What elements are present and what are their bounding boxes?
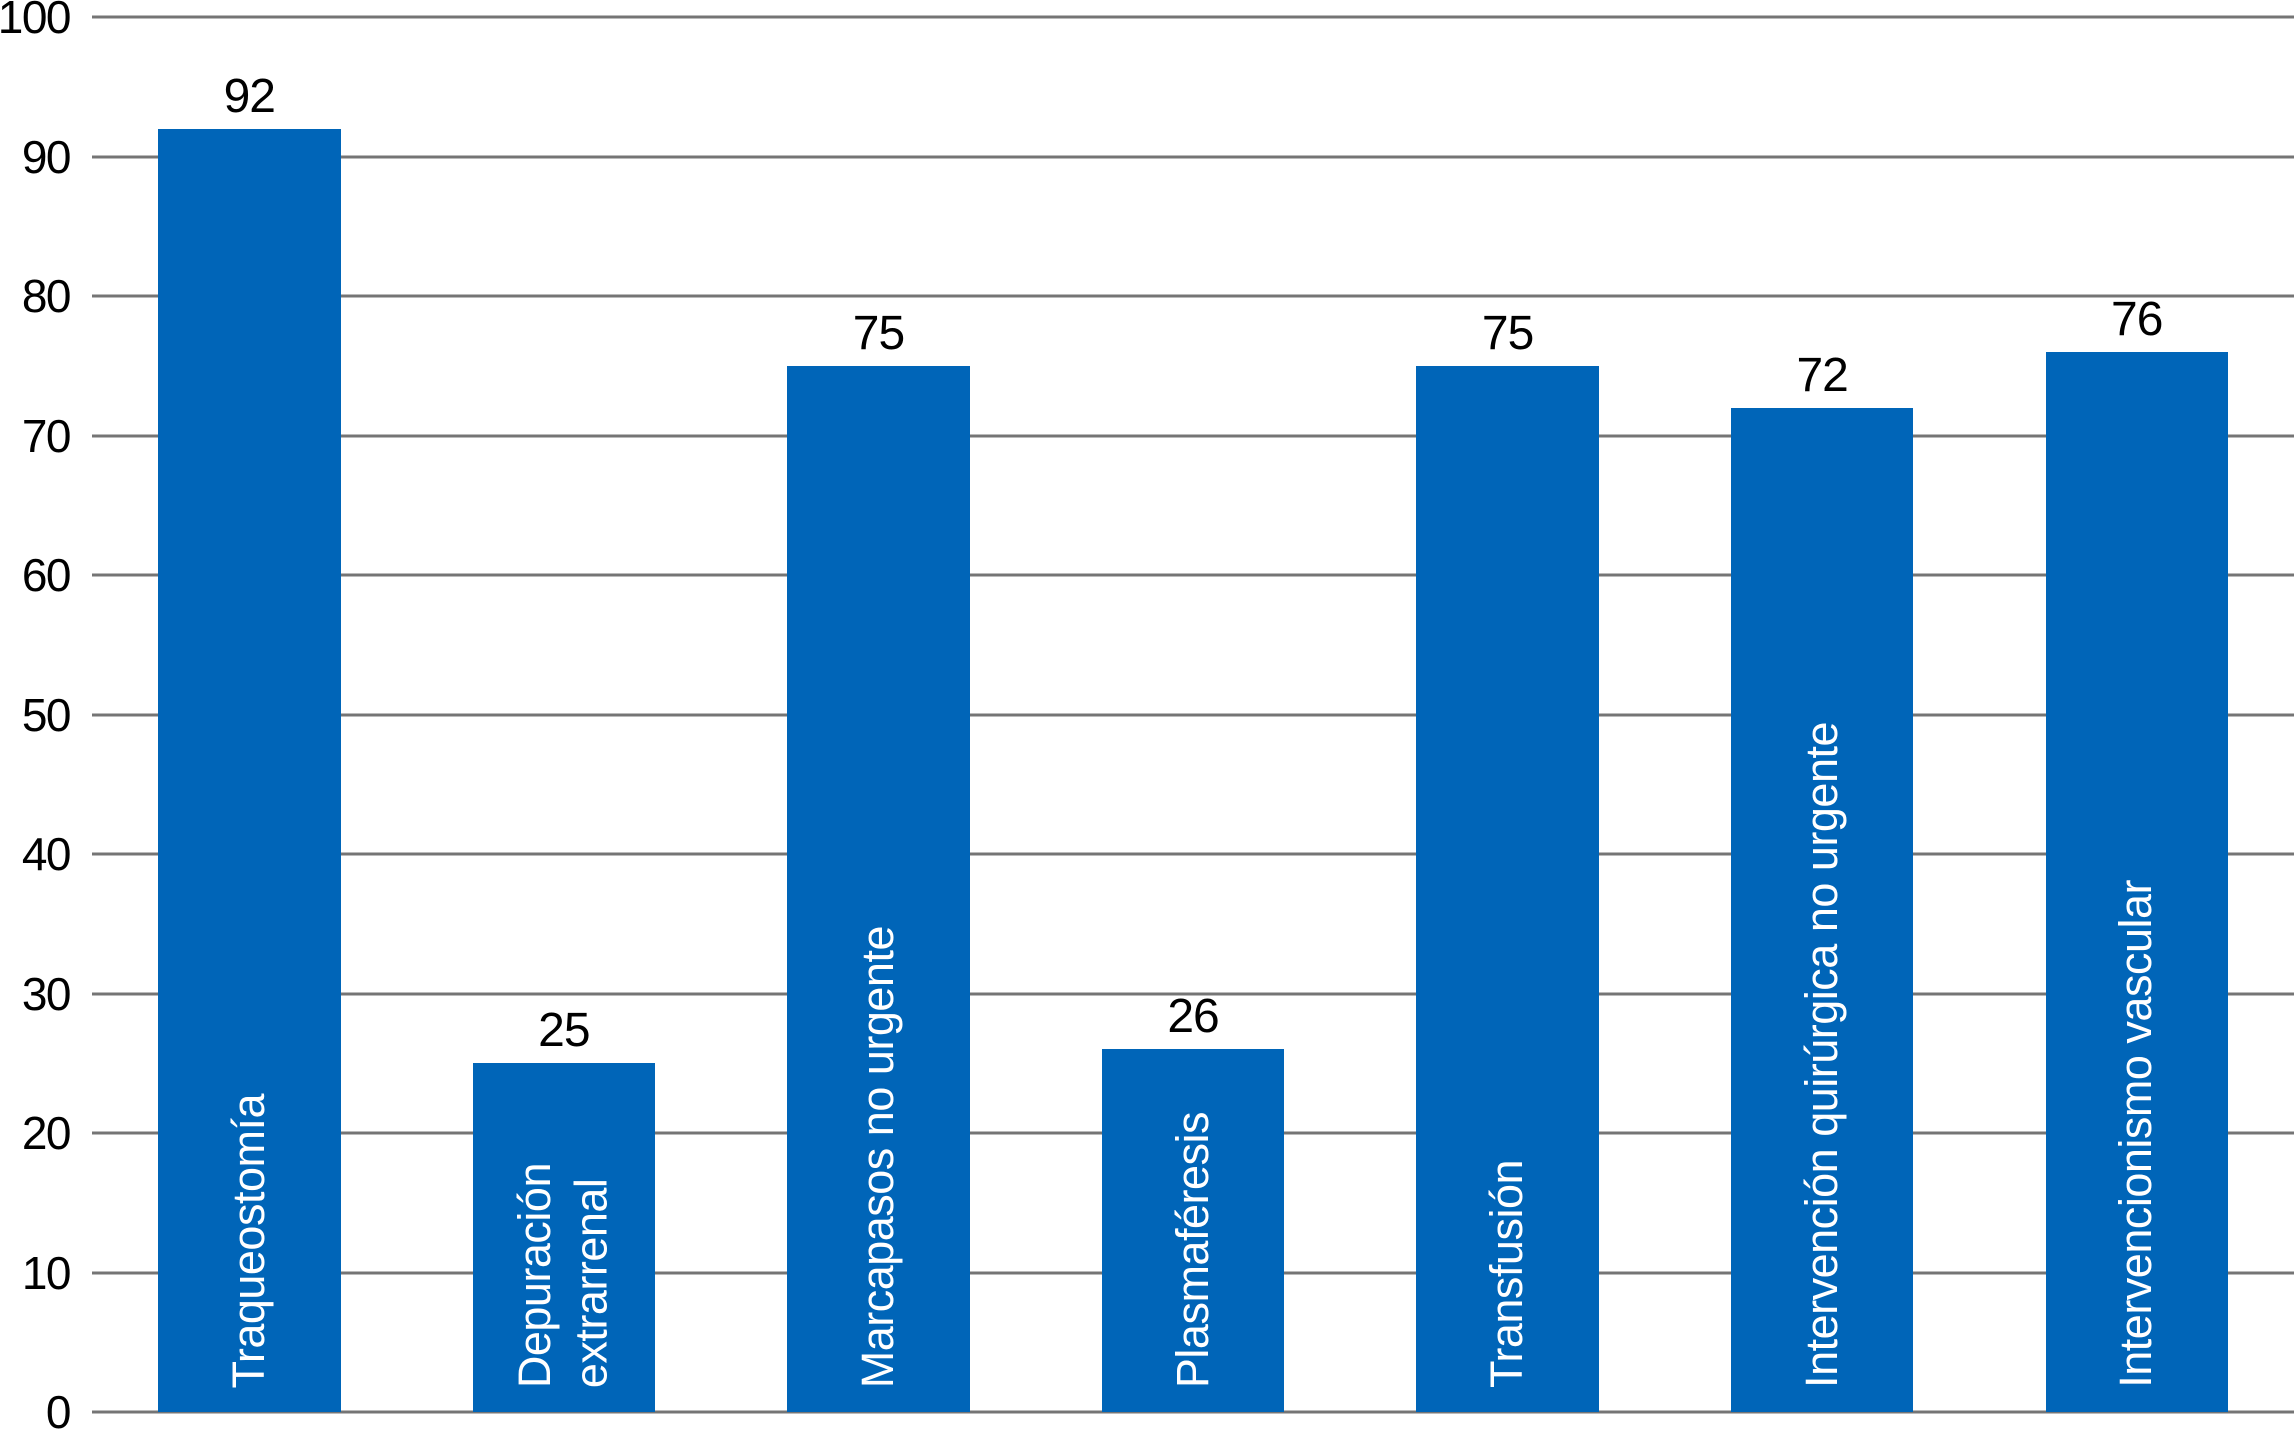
gridline	[92, 573, 2294, 577]
bar-category-label: Marcapasos no urgente	[852, 925, 904, 1388]
bar-3: 75 Marcapasos no urgente	[787, 309, 970, 1412]
bar-category-label: Intervencionismo vascular	[2110, 880, 2162, 1388]
bars-layer: 92 Traqueostomía 25 Depuración extrarrenal 7…	[92, 17, 2294, 1412]
gridline	[92, 992, 2294, 995]
bar-value-label: 26	[1167, 990, 1219, 1044]
gridline	[92, 713, 2294, 716]
bar-4: 26 Plasmaféresis	[1101, 993, 1285, 1412]
bar-value-label: 75	[852, 306, 905, 360]
bar-category-label: Transfusión	[1481, 1160, 1533, 1388]
bar-2: 25 Depuración extrarrenal	[472, 1007, 656, 1412]
bar-slot: 75 Marcapasos no urgente	[721, 17, 1036, 1412]
y-tick-label: 90	[21, 130, 72, 183]
y-tick-label: 10	[21, 1246, 72, 1299]
y-tick-label: 70	[21, 409, 72, 462]
bar-value-label: 75	[1481, 306, 1534, 360]
bar-slot: 26 Plasmaféresis	[1036, 17, 1351, 1412]
bar-5: 75 Transfusión	[1416, 309, 1599, 1412]
bar-category-label: Plasmaféresis	[1166, 1111, 1218, 1388]
bar-value-label: 72	[1796, 348, 1848, 402]
y-tick-label: 40	[21, 828, 72, 880]
y-tick-label: 60	[21, 549, 72, 601]
bar-7: 76 Intervencionismo vascular	[2045, 295, 2228, 1412]
bar-slot: 75 Transfusión	[1350, 17, 1665, 1412]
y-tick-label: 30	[21, 967, 72, 1020]
bar-slot: 72 Intervención quirúrgica no urgente	[1665, 17, 1980, 1412]
plot-area: 92 Traqueostomía 25 Depuración extrarrenal 7…	[92, 15, 2294, 1414]
gridline	[92, 852, 2294, 856]
bar-slot: 92 Traqueostomía	[92, 17, 407, 1412]
bar-value-label: 92	[223, 69, 276, 123]
gridline	[92, 434, 2294, 437]
gridline	[92, 155, 2294, 158]
bar-category-label: Traqueostomía	[222, 1093, 274, 1388]
bar-slot: 25 Depuración extrarrenal	[407, 17, 722, 1412]
y-tick-label: 100	[0, 0, 72, 43]
bar-value-label: 25	[538, 1004, 590, 1058]
bar-category-label: Depuración extrarrenal	[509, 1162, 617, 1388]
gridline	[92, 15, 2294, 19]
gridline	[92, 294, 2294, 298]
bar-slot: 76 Intervencionismo vascular	[1979, 17, 2294, 1412]
bar-category-label: Intervención quirúrgica no urgente	[1795, 722, 1847, 1388]
y-tick-label: 50	[21, 688, 72, 741]
bar-value-label: 76	[2111, 292, 2163, 346]
bar-1: 92 Traqueostomía	[158, 72, 341, 1412]
bar-6: 72 Intervención quirúrgica no urgente	[1730, 351, 1914, 1412]
y-tick-label: 0	[45, 1386, 72, 1438]
y-axis: 0 10 20 30 40 50 60 70 80 90 100	[0, 0, 92, 1435]
y-tick-label: 20	[21, 1107, 72, 1159]
gridline	[92, 1410, 2294, 1414]
y-tick-label: 80	[21, 270, 72, 322]
